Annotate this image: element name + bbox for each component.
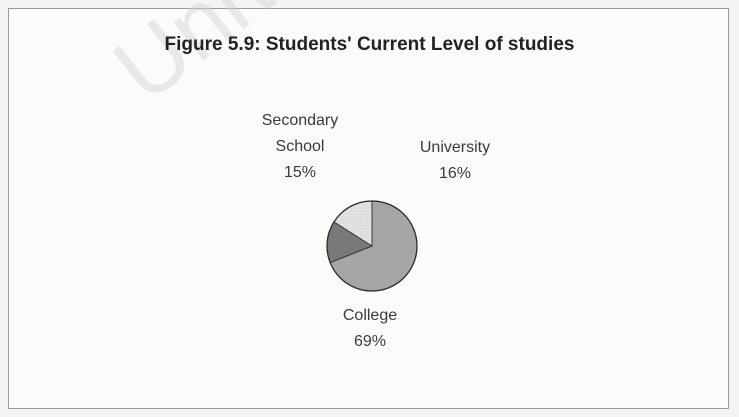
label-college-percent: 69% xyxy=(353,333,387,350)
label-secondary-school: Secondary School 15% xyxy=(240,108,360,186)
label-college: College 69% xyxy=(310,303,430,355)
label-university: University 16% xyxy=(395,135,515,187)
pie-outline xyxy=(326,200,418,292)
pie-slice-texture-college xyxy=(330,201,418,292)
pie-slice-texture-university xyxy=(334,201,372,246)
label-secondary-percent: 15% xyxy=(283,164,317,181)
label-university-percent: 16% xyxy=(438,165,472,182)
label-secondary-line1: Secondary xyxy=(261,112,339,129)
label-university-line1: University xyxy=(419,139,491,156)
label-college-line1: College xyxy=(342,307,398,324)
chart-title: Figure 5.9: Students' Current Level of s… xyxy=(164,34,575,55)
pie-slice-texture-secondary-school xyxy=(327,221,372,263)
label-secondary-line2: School xyxy=(275,138,325,155)
